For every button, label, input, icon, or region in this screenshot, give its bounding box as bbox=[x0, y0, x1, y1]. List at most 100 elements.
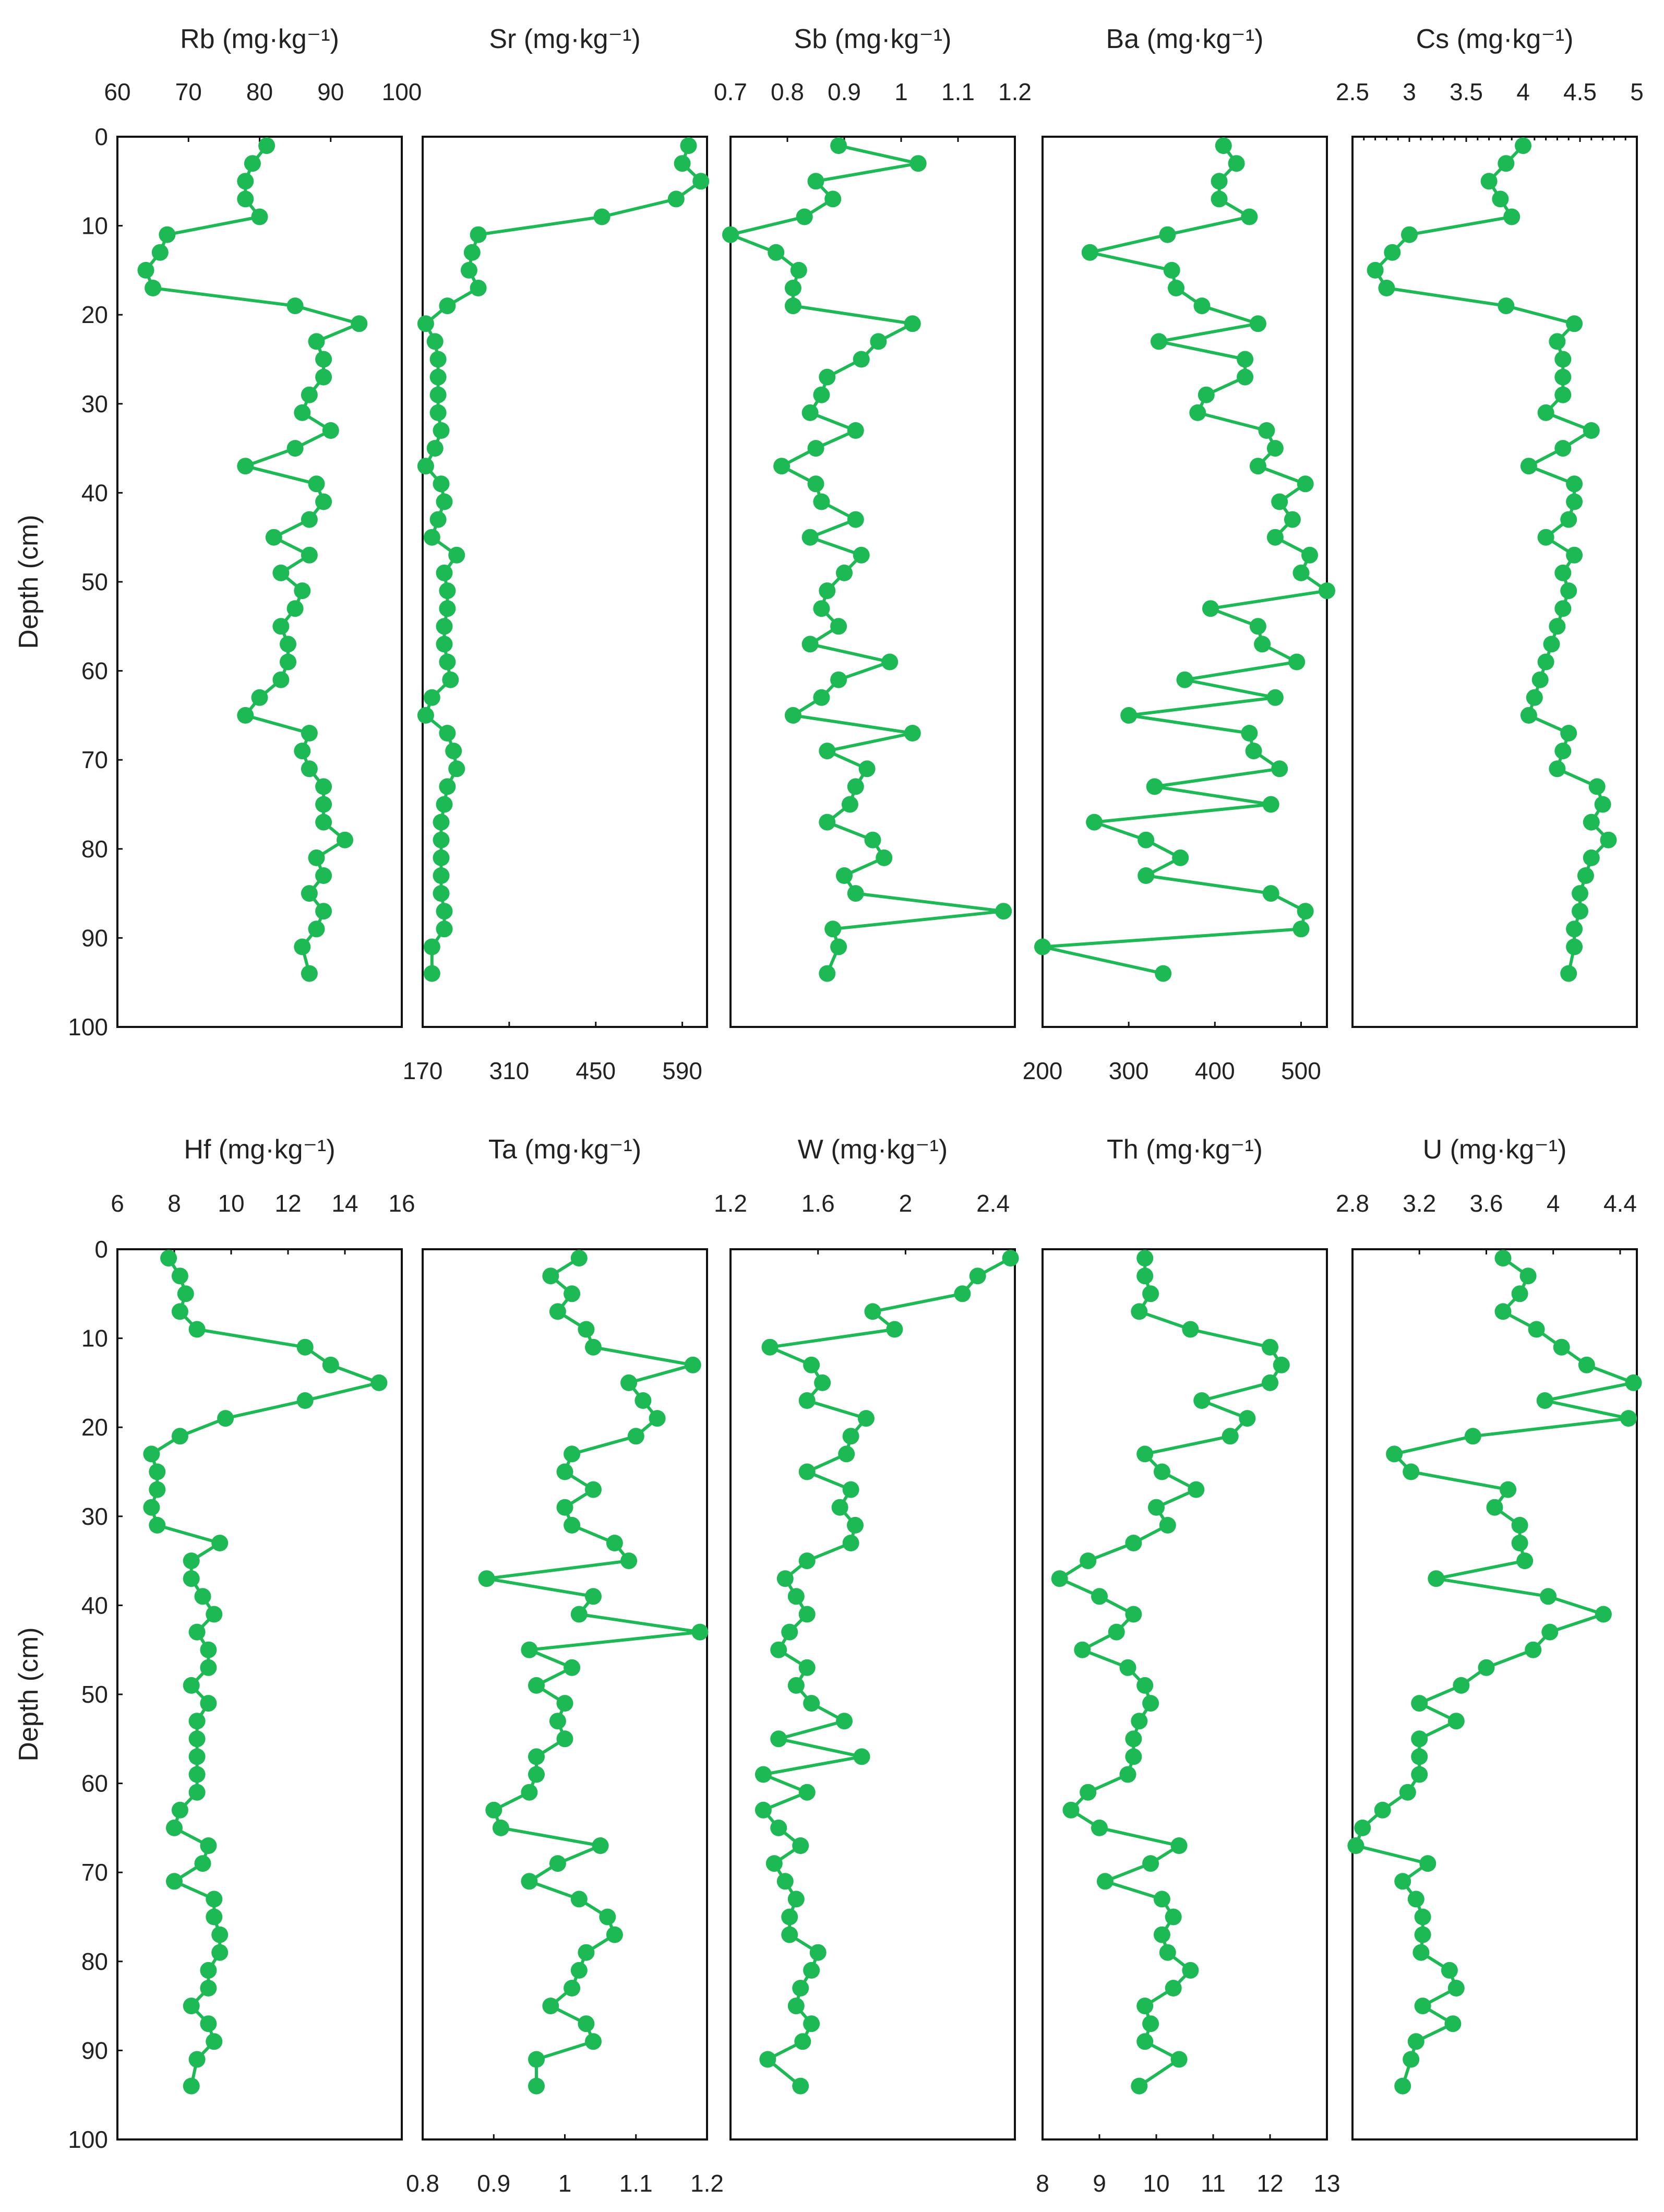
data-point bbox=[460, 261, 477, 279]
data-point bbox=[556, 1730, 573, 1748]
data-point bbox=[836, 1713, 853, 1730]
panel-cs: Cs (mg·kg⁻¹) 2.5 3 3.5 4 4.5 5 bbox=[1336, 24, 1644, 1028]
data-point bbox=[1062, 1801, 1080, 1819]
panel-u: U (mg·kg⁻¹) 2.8 3.2 3.6 4 4.4 bbox=[1336, 1134, 1642, 2141]
data-point bbox=[542, 1268, 559, 1285]
y-tick-label: 70 bbox=[81, 1859, 108, 1886]
data-point bbox=[870, 333, 887, 350]
data-point bbox=[445, 743, 462, 760]
data-point bbox=[478, 1570, 495, 1587]
data-point bbox=[528, 1677, 545, 1694]
x-tick-label: 4.5 bbox=[1563, 78, 1597, 105]
data-point bbox=[770, 1641, 787, 1658]
data-point bbox=[904, 725, 921, 742]
data-point bbox=[649, 1410, 666, 1427]
data-point bbox=[426, 333, 444, 350]
data-point bbox=[294, 743, 311, 760]
data-point bbox=[814, 1374, 831, 1391]
data-point bbox=[1583, 814, 1600, 831]
data-point bbox=[1464, 1428, 1481, 1445]
data-point bbox=[803, 1962, 820, 1979]
x-tick-label: 2.8 bbox=[1336, 1190, 1369, 1217]
data-point bbox=[1447, 1980, 1465, 1996]
y-tick-label: 80 bbox=[81, 1948, 108, 1975]
data-point bbox=[211, 1926, 229, 1943]
data-point bbox=[436, 564, 453, 581]
data-point bbox=[635, 1392, 652, 1409]
data-point bbox=[578, 2015, 595, 2032]
data-point bbox=[784, 280, 801, 296]
data-point bbox=[286, 600, 304, 617]
data-point bbox=[301, 760, 318, 778]
x-tick-label: 0.9 bbox=[477, 2170, 510, 2197]
x-tick-label: 1.1 bbox=[941, 78, 975, 105]
data-point bbox=[1492, 190, 1509, 208]
x-tick-label: 2.5 bbox=[1336, 78, 1369, 105]
y-tick-label: 90 bbox=[81, 924, 108, 951]
data-point bbox=[570, 1606, 588, 1623]
data-point bbox=[1600, 831, 1617, 848]
data-point bbox=[322, 422, 339, 439]
x-tick-label: 310 bbox=[489, 1057, 529, 1084]
data-point bbox=[765, 1855, 783, 1872]
data-point bbox=[1414, 1998, 1431, 2015]
data-point bbox=[564, 1285, 581, 1302]
data-point bbox=[200, 1837, 217, 1854]
data-point bbox=[807, 475, 824, 493]
data-point bbox=[423, 689, 440, 706]
data-point bbox=[417, 315, 434, 332]
data-point bbox=[272, 618, 290, 635]
data-point bbox=[819, 368, 836, 386]
x-tick-label: 1.2 bbox=[714, 1190, 747, 1217]
data-point bbox=[1142, 1695, 1159, 1712]
data-point bbox=[433, 422, 450, 439]
data-point bbox=[761, 1338, 779, 1356]
data-point bbox=[143, 1499, 160, 1516]
plot-frame bbox=[729, 1248, 1016, 2141]
data-point bbox=[1378, 280, 1395, 296]
data-point bbox=[1554, 743, 1572, 760]
data-point bbox=[1511, 1516, 1528, 1534]
y-tick-label: 40 bbox=[81, 479, 108, 506]
data-point bbox=[463, 244, 481, 261]
x-tick-label: 90 bbox=[317, 78, 344, 105]
data-point bbox=[1572, 885, 1588, 902]
data-point bbox=[809, 1944, 827, 1961]
data-point bbox=[1292, 920, 1310, 938]
data-point bbox=[188, 1748, 206, 1765]
data-point bbox=[680, 137, 697, 154]
data-point bbox=[528, 1748, 545, 1765]
data-point bbox=[1519, 1268, 1537, 1285]
data-point bbox=[830, 938, 847, 955]
y-tick-label: 20 bbox=[81, 301, 108, 328]
data-point bbox=[1125, 1535, 1142, 1551]
data-point bbox=[1159, 226, 1176, 243]
data-point bbox=[159, 226, 176, 243]
data-point bbox=[237, 173, 254, 190]
data-point bbox=[798, 1784, 816, 1801]
data-point bbox=[1198, 386, 1215, 403]
data-point bbox=[838, 1445, 855, 1463]
data-point bbox=[448, 760, 465, 778]
x-tick-label: 9 bbox=[1093, 2170, 1106, 2197]
data-point bbox=[272, 671, 290, 688]
y-tick-label: 90 bbox=[81, 2037, 108, 2064]
x-tick-label: 200 bbox=[1023, 1057, 1063, 1084]
data-point bbox=[200, 2015, 217, 2032]
data-point bbox=[1211, 190, 1228, 208]
data-point bbox=[781, 1908, 798, 1926]
data-point bbox=[1119, 1659, 1136, 1676]
data-point bbox=[315, 814, 332, 831]
data-point bbox=[876, 849, 893, 866]
data-point bbox=[1531, 671, 1549, 688]
y-tick-label: 20 bbox=[81, 1414, 108, 1441]
data-point bbox=[315, 778, 332, 795]
x-tick-label: 14 bbox=[331, 1190, 358, 1217]
data-point bbox=[315, 351, 332, 368]
data-point bbox=[592, 1837, 609, 1854]
data-point bbox=[798, 1659, 816, 1676]
data-point bbox=[171, 1428, 188, 1445]
data-point bbox=[315, 796, 332, 813]
data-point bbox=[1526, 689, 1543, 706]
x-tick-label: 3.5 bbox=[1450, 78, 1483, 105]
